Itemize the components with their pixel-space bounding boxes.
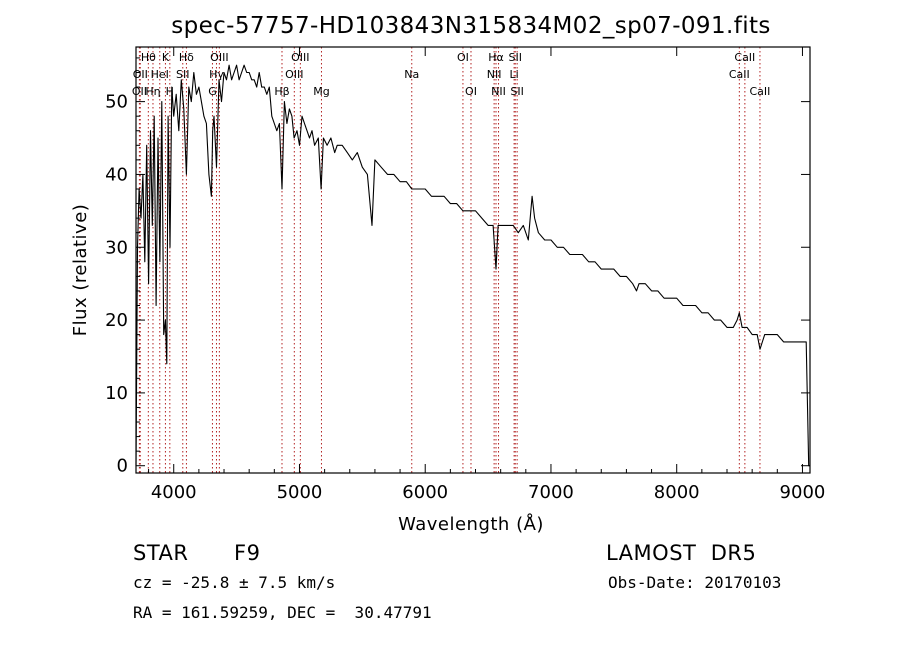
y-axis-label: Flux (relative) (70, 204, 91, 337)
marker-label: Hβ (274, 85, 289, 98)
marker-label: Hγ (209, 68, 224, 81)
marker-label: OII (133, 68, 148, 81)
marker-label: NII (491, 85, 506, 98)
y-tick-label: 20 (105, 310, 128, 331)
y-tick-label: 30 (105, 237, 128, 258)
x-tick-label: 7000 (528, 482, 574, 503)
spectrum-line (135, 64, 810, 467)
marker-label: OI (465, 85, 477, 98)
marker-label: OIII (285, 68, 303, 81)
marker-label: Na (404, 68, 419, 81)
chart-title: spec-57757-HD103843N315834M02_sp07-091.f… (171, 13, 771, 39)
marker-label: OIII (210, 51, 228, 64)
object-class: STAR (133, 541, 189, 565)
x-axis-ticks: 4000 5000 6000 7000 8000 9000 (148, 47, 826, 503)
marker-label: OIII (291, 51, 309, 64)
marker-label: SII (176, 68, 189, 81)
marker-label: Mg (313, 85, 329, 98)
marker-label: CaII (729, 68, 750, 81)
marker-label: G (208, 85, 217, 98)
marker-label: SII (509, 51, 522, 64)
marker-label: K (162, 51, 170, 64)
plot-frame (135, 46, 811, 474)
x-tick-label: 8000 (654, 482, 700, 503)
marker-label: HeI (151, 68, 169, 81)
x-tick-label: 9000 (780, 482, 826, 503)
marker-label: Hα (488, 51, 504, 64)
x-axis-label: Wavelength (Å) (398, 513, 544, 535)
marker-label: Hθ (141, 51, 156, 64)
marker-label: H (166, 85, 174, 98)
marker-label: SII (510, 85, 523, 98)
x-tick-label: 5000 (277, 482, 323, 503)
y-tick-label: 10 (105, 383, 128, 404)
y-tick-label: 50 (105, 92, 128, 113)
y-tick-label: 40 (105, 164, 128, 185)
marker-label: Li (510, 68, 519, 81)
marker-label: Hη (145, 85, 160, 98)
coordinates: RA = 161.59259, DEC = 30.47791 (133, 603, 432, 622)
marker-label: CaII (734, 51, 755, 64)
marker-label: CaII (749, 85, 770, 98)
marker-label: OI (457, 51, 469, 64)
marker-label: NII (487, 68, 502, 81)
y-axis-ticks: 0 10 20 30 40 50 (105, 57, 810, 477)
marker-label: Hδ (179, 51, 194, 64)
object-subclass: F9 (234, 541, 261, 565)
observation-date: Obs-Date: 20170103 (608, 573, 782, 592)
redshift-velocity: cz = -25.8 ± 7.5 km/s (133, 573, 336, 592)
y-tick-label: 0 (117, 456, 128, 477)
x-tick-label: 4000 (151, 482, 197, 503)
x-tick-label: 6000 (402, 482, 448, 503)
spectral-line-markers (138, 47, 761, 473)
survey-name: LAMOST DR5 (606, 541, 757, 565)
